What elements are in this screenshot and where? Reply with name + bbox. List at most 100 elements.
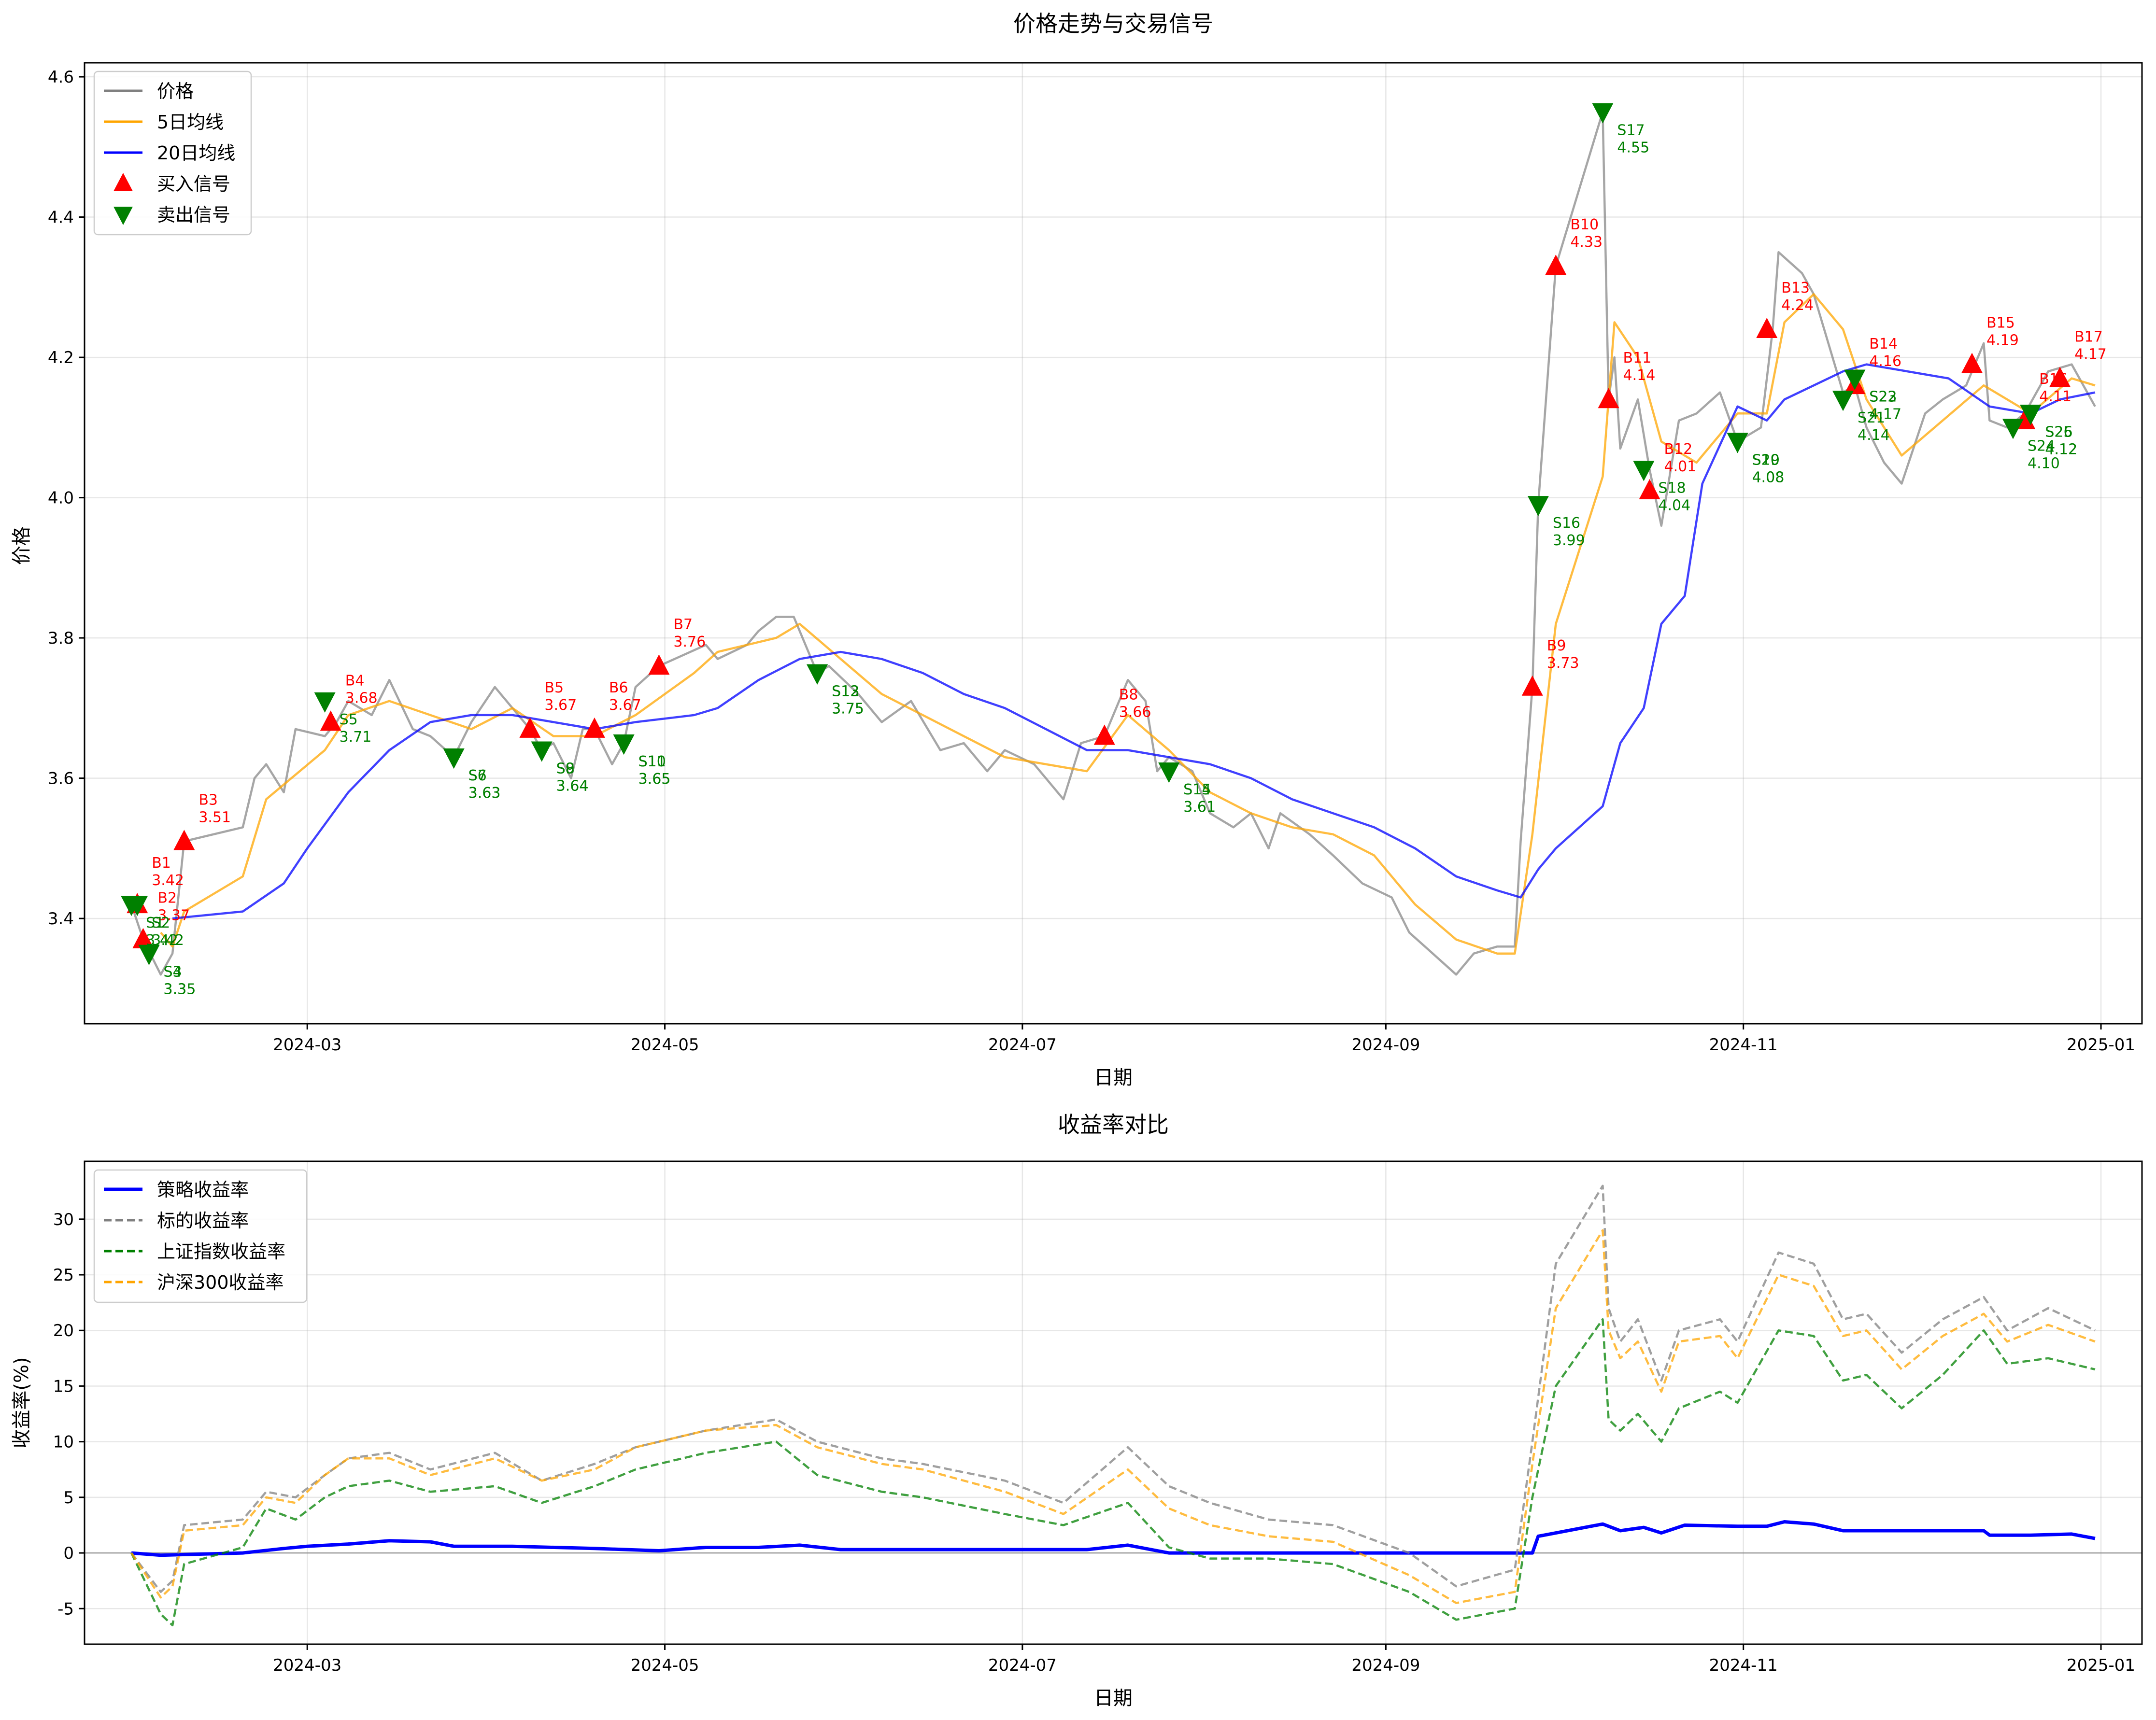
buy-signal-value: 3.76 — [673, 634, 706, 650]
buy-signal-marker — [1545, 254, 1567, 275]
sell-signal-value: 3.71 — [340, 729, 372, 746]
buy-signal-marker — [1639, 479, 1660, 500]
sell-signal-value: 3.61 — [1183, 799, 1216, 816]
buy-signal-marker — [320, 710, 341, 731]
sell-signal-marker — [1844, 369, 1866, 390]
sell-signal-value: 3.64 — [556, 778, 589, 795]
series-line-2 — [130, 1184, 2096, 1593]
buy-signal-marker — [1961, 352, 1983, 373]
sell-signal-marker — [1158, 762, 1180, 783]
sell-signal-value: 4.17 — [1869, 406, 1901, 423]
buy-signal-label: B13 — [1781, 280, 1810, 296]
legend-label: 上证指数收益率 — [157, 1241, 285, 1262]
buy-signal-value: 3.67 — [609, 697, 641, 714]
y-tick-label: 4.0 — [48, 489, 74, 508]
sell-signal-label: S16 — [1553, 515, 1580, 532]
buy-signal-marker — [2049, 367, 2071, 387]
sell-signal-marker — [1727, 433, 1748, 453]
series-line-3 — [172, 363, 2096, 920]
sell-signal-label: S17 — [1617, 122, 1645, 139]
sell-signal-marker — [1592, 103, 1614, 124]
buy-signal-value: 4.14 — [1623, 367, 1656, 384]
series-line-1 — [130, 111, 2096, 976]
sell-signal-marker — [1633, 461, 1655, 481]
buy-signal-label: B1 — [152, 855, 171, 872]
legend-label: 价格 — [157, 81, 194, 102]
sell-signal-label: S12 — [832, 683, 859, 700]
sell-signal-label: S24 — [2028, 437, 2055, 454]
y-tick-label: 4.4 — [48, 208, 74, 227]
y-tick-label: 30 — [53, 1210, 74, 1229]
buy-signal-value: 3.66 — [1119, 704, 1151, 720]
sell-signal-value: 3.61 — [1183, 799, 1216, 816]
return-x-ticks: 2024-03 2024-05 2024-07 2024-09 2024-11 2025-… — [273, 1644, 2135, 1675]
x-tick-label: 2024-03 — [273, 1656, 341, 1675]
sell-signal-value: 3.35 — [164, 981, 196, 998]
buy-signal-label: B3 — [199, 791, 218, 808]
sell-signal-label: S11 — [638, 753, 666, 770]
x-tick-label: 2024-05 — [631, 1035, 699, 1055]
return-chart-title: 收益率对比 — [1058, 1112, 1169, 1138]
sell-signal-value: 4.10 — [2028, 455, 2060, 472]
buy-signal-label: B5 — [544, 679, 564, 696]
sell-signal-legend-icon — [113, 207, 133, 225]
sell-signal-value: 4.14 — [1858, 427, 1890, 444]
legend-label: 卖出信号 — [157, 204, 230, 226]
y-tick-label: 20 — [53, 1321, 74, 1340]
price-plot-frame — [84, 62, 2143, 1025]
sell-signal-label: S3 — [164, 964, 182, 981]
buy-signal-value: 3.73 — [1547, 655, 1579, 672]
sell-signal-marker — [807, 664, 828, 685]
price-y-axis-label: 价格 — [11, 526, 33, 565]
return-plot-frame — [84, 1160, 2143, 1645]
sell-signal-value: 3.35 — [164, 981, 196, 998]
buy-signal-label: B8 — [1119, 686, 1138, 703]
sell-signal-label: S18 — [1658, 479, 1686, 496]
price-x-axis-label: 日期 — [1094, 1067, 1133, 1089]
buy-signal-value: 3.42 — [152, 872, 184, 889]
x-tick-label: 2024-07 — [988, 1035, 1057, 1055]
x-tick-label: 2024-11 — [1709, 1656, 1778, 1675]
buy-signal-label: B7 — [673, 616, 693, 633]
sell-signal-label: S19 — [1752, 451, 1780, 468]
sell-signal-value: 4.08 — [1752, 469, 1785, 486]
sell-signal-label: S4 — [164, 964, 182, 981]
sell-signal-marker — [314, 692, 336, 713]
buy-signal-label: B6 — [609, 679, 628, 696]
sell-signal-value: 4.12 — [2045, 441, 2077, 458]
sell-signal-value: 4.12 — [2045, 441, 2077, 458]
buy-signal-label: B12 — [1664, 441, 1693, 458]
return-y-ticks: -5 0 5 10 15 20 25 30 — [53, 1210, 85, 1619]
sell-signal-label: S23 — [1869, 389, 1897, 406]
return-grid — [85, 1161, 2142, 1644]
y-tick-label: 0 — [63, 1544, 74, 1563]
buy-signal-value: 3.51 — [199, 809, 231, 826]
sell-signal-marker — [138, 945, 160, 965]
buy-signal-value: 3.37 — [157, 907, 190, 924]
x-tick-label: 2024-11 — [1709, 1035, 1778, 1055]
return-chart: 收益率对比 2024-03 2024-05 2024-07 2024-09 2024-1… — [11, 1112, 2143, 1709]
legend-label: 买入信号 — [157, 173, 230, 195]
buy-signal-value: 4.24 — [1781, 297, 1814, 314]
sell-signal-label: S22 — [1869, 389, 1897, 406]
sell-signal-value: 4.17 — [1869, 406, 1901, 423]
sell-signal-label: S21 — [1858, 409, 1885, 426]
legend-box — [93, 1169, 308, 1303]
sell-signal-value: 4.08 — [1752, 469, 1785, 486]
buy-signal-label: B15 — [1986, 315, 2015, 332]
sell-signal-label: S20 — [1752, 451, 1780, 468]
x-tick-label: 2024-05 — [631, 1656, 699, 1675]
legend-label: 5日均线 — [157, 112, 224, 133]
sell-signal-label: S13 — [832, 683, 859, 700]
sell-signal-value: 4.55 — [1617, 140, 1649, 156]
buy-signal-label: B10 — [1570, 216, 1599, 233]
x-tick-label: 2025-01 — [2067, 1656, 2135, 1675]
series-line-3 — [130, 1318, 2096, 1627]
buy-signal-marker — [583, 717, 605, 738]
sell-signal-value: 3.64 — [556, 778, 589, 795]
y-tick-label: 4.2 — [48, 348, 74, 367]
x-tick-label: 2024-03 — [273, 1035, 341, 1055]
sell-signal-value: 3.99 — [1553, 532, 1585, 549]
